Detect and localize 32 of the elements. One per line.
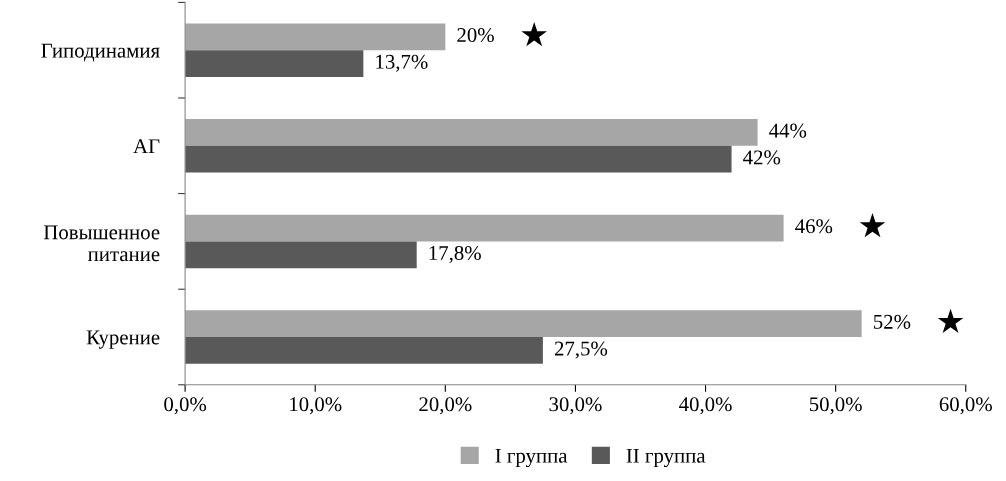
bar: [185, 145, 732, 173]
x-tick-label: 60,0%: [939, 397, 992, 415]
data-label: 44%: [769, 123, 807, 138]
data-label: 17,8%: [429, 245, 481, 263]
annotation: ★: [521, 21, 547, 47]
y-tick-label: Гиподинамия: [41, 43, 160, 62]
bar: [185, 310, 862, 337]
x-tick-label: 20,0%: [419, 397, 472, 415]
x-tick-label: 30,0%: [549, 397, 602, 415]
x-tick-label: 50,0%: [809, 397, 862, 415]
bar: [185, 337, 543, 364]
data-label: 27,5%: [554, 341, 608, 359]
x-tick-label: 40,0%: [679, 397, 732, 415]
y-tick-label: Курение: [86, 330, 160, 349]
legend-label: II группа: [626, 448, 706, 468]
data-label: 13,7%: [376, 54, 428, 72]
data-label: 20%: [457, 27, 494, 43]
bar: [185, 23, 446, 51]
bar: [185, 50, 364, 77]
annotation: ★: [937, 308, 964, 333]
legend-label: I группа: [495, 448, 568, 468]
y-tick-label: АГ: [133, 139, 160, 154]
bar: [185, 214, 784, 242]
annotation: ★: [859, 213, 886, 238]
y-tick-label: Повышенное питание: [43, 225, 160, 262]
data-label: 52%: [873, 314, 911, 329]
bar: [185, 119, 758, 146]
x-tick-label: 0,0%: [164, 397, 207, 415]
bar: [185, 241, 417, 269]
x-tick-label: 10,0%: [290, 397, 342, 415]
data-label: 46%: [795, 219, 833, 234]
data-label: 42%: [743, 150, 781, 165]
